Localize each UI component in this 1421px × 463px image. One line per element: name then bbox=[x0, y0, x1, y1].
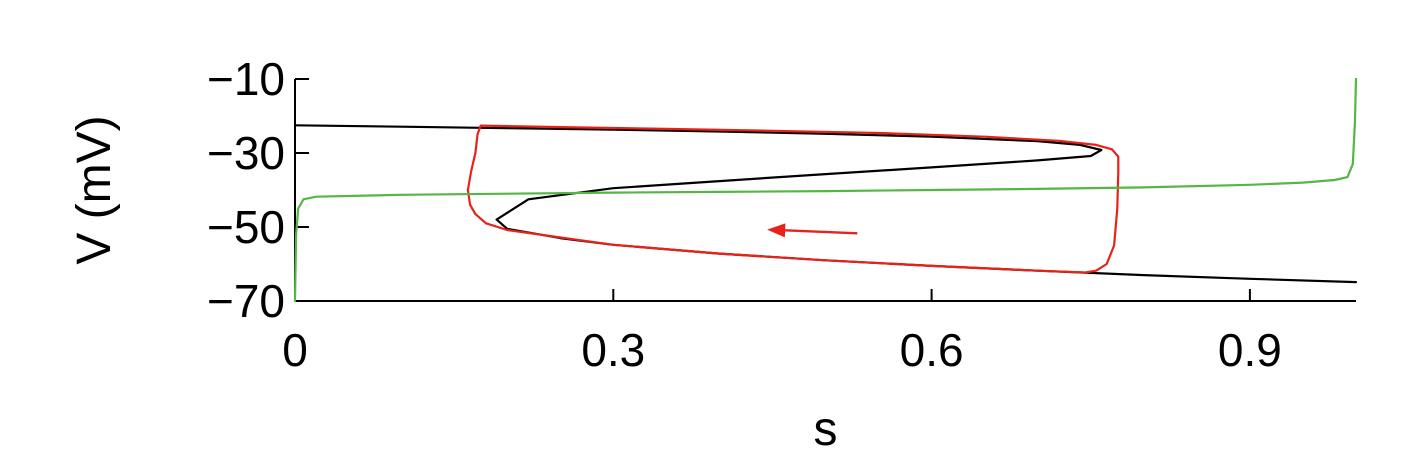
y-axis-label: V (mV) bbox=[68, 115, 121, 264]
green-nullcline-curve bbox=[293, 77, 1358, 303]
y-tick-label: −70 bbox=[207, 275, 285, 327]
direction-arrow-shaft bbox=[785, 229, 858, 235]
x-tick-label: 0.6 bbox=[900, 324, 964, 376]
direction-arrow-head bbox=[767, 223, 786, 238]
x-tick-label: 0.9 bbox=[1218, 324, 1282, 376]
annotation-layer bbox=[767, 223, 858, 238]
x-tick-label: 0 bbox=[282, 324, 308, 376]
y-tick-label: −10 bbox=[207, 53, 285, 105]
y-tick-label: −50 bbox=[207, 201, 285, 253]
series-layer bbox=[293, 77, 1358, 303]
x-axis-label: s bbox=[814, 403, 838, 456]
y-tick-label: −30 bbox=[207, 127, 285, 179]
x-tick-label: 0.3 bbox=[581, 324, 645, 376]
nullcline-curve bbox=[293, 124, 1358, 284]
trajectory-curve bbox=[466, 124, 1120, 274]
ticks: 0 0.3 0.6 0.9 −10 −30 −50 −70 bbox=[207, 53, 1282, 376]
